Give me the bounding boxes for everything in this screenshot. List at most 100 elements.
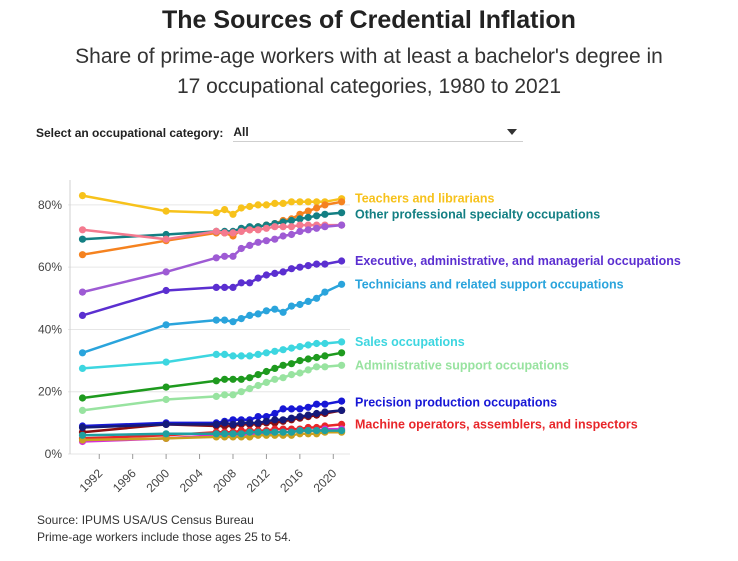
line-label-sales-occupations: Sales occupations — [355, 335, 465, 349]
data-point-purple-occupations — [254, 238, 262, 246]
data-point-navy-occupations — [78, 423, 87, 432]
data-point-pink-occupations — [237, 227, 245, 235]
data-point-sales-occupations — [287, 344, 296, 352]
data-point-technicians-and-related-support-occupations — [304, 297, 312, 305]
x-tick-label: 1996 — [110, 466, 139, 495]
data-point-teachers-and-librarians — [78, 192, 87, 200]
data-point-teachers-and-librarians — [271, 199, 279, 207]
data-point-teal-occupations — [271, 428, 279, 436]
data-point-precision-production-occupations — [321, 400, 329, 408]
data-point-administrative-support-occupations — [246, 385, 254, 393]
data-point-sales-occupations — [229, 352, 237, 360]
y-tick-label: 80% — [38, 198, 62, 212]
data-point-teal-occupations — [279, 428, 287, 436]
data-point-teal-occupations — [254, 428, 262, 436]
y-tick-label: 0% — [45, 447, 63, 461]
data-point-pink-occupations — [246, 226, 254, 234]
chevron-down-icon[interactable] — [507, 129, 518, 135]
data-point-precision-production-occupations — [287, 405, 296, 413]
data-point-technicians-and-related-support-occupations — [221, 316, 229, 324]
data-point-purple-occupations — [296, 227, 304, 235]
data-point-executive-administrative-and-managerial-occupations — [262, 271, 270, 279]
category-dropdown-value: All — [233, 125, 249, 139]
data-point-navy-occupations — [313, 409, 321, 418]
data-point-other-professional-specialty-occupations — [338, 209, 346, 217]
data-point-teachers-and-librarians — [229, 210, 237, 218]
data-point-teachers-and-librarians — [304, 198, 312, 206]
data-point-purple-occupations — [304, 226, 312, 234]
data-point-pink-occupations — [212, 227, 220, 235]
data-point-teachers-and-librarians — [162, 207, 170, 215]
data-point-navy-occupations — [237, 419, 245, 427]
data-point-administrative-support-occupations — [78, 406, 87, 414]
line-label-administrative-support-occupations: Administrative support occupations — [355, 358, 569, 372]
data-point-executive-administrative-and-managerial-occupations — [287, 265, 296, 273]
data-point-teal-occupations — [237, 430, 245, 438]
data-point-teal-occupations — [296, 427, 304, 435]
data-point-teal-occupations — [304, 427, 312, 435]
data-point-navy-occupations — [262, 417, 270, 425]
data-point-executive-administrative-and-managerial-occupations — [304, 262, 312, 270]
data-point-orange-occupations — [338, 198, 346, 206]
data-point-teachers-and-librarians — [237, 204, 245, 212]
data-point-technicians-and-related-support-occupations — [313, 294, 321, 302]
data-point-pink-occupations — [271, 223, 279, 231]
data-point-navy-occupations — [338, 406, 346, 414]
data-point-purple-occupations — [279, 232, 287, 240]
data-point-dark-green-occupations — [212, 377, 220, 385]
data-point-precision-production-occupations — [313, 400, 321, 408]
line-label-precision-production-occupations: Precision production occupations — [355, 396, 557, 410]
data-point-technicians-and-related-support-occupations — [78, 349, 87, 357]
data-point-purple-occupations — [162, 268, 170, 276]
data-point-navy-occupations — [254, 419, 262, 427]
data-point-teal-occupations — [78, 431, 87, 439]
data-point-sales-occupations — [254, 350, 262, 358]
data-point-pink-occupations — [279, 223, 287, 231]
data-point-sales-occupations — [246, 352, 254, 360]
subtitle-line-1: Share of prime-age workers with at least… — [75, 45, 663, 68]
data-point-dark-green-occupations — [287, 360, 296, 368]
data-point-teachers-and-librarians — [246, 202, 254, 211]
data-point-other-professional-specialty-occupations — [296, 215, 304, 223]
data-point-executive-administrative-and-managerial-occupations — [162, 286, 170, 295]
data-point-pink-occupations — [287, 223, 296, 231]
x-tick-label: 2012 — [244, 466, 273, 495]
data-point-sales-occupations — [296, 343, 304, 351]
data-point-administrative-support-occupations — [296, 369, 304, 377]
data-point-administrative-support-occupations — [212, 392, 220, 400]
data-point-teal-occupations — [229, 430, 237, 438]
x-tick-label: 1992 — [77, 466, 106, 495]
data-point-administrative-support-occupations — [321, 363, 329, 371]
data-point-purple-occupations — [262, 237, 270, 245]
data-point-purple-occupations — [321, 223, 329, 231]
data-point-pink-occupations — [254, 226, 262, 234]
data-point-executive-administrative-and-managerial-occupations — [221, 283, 229, 291]
data-point-dark-green-occupations — [254, 371, 262, 379]
data-point-technicians-and-related-support-occupations — [237, 315, 245, 323]
data-point-pink-occupations — [296, 221, 304, 229]
data-point-precision-production-occupations — [279, 405, 287, 413]
data-point-navy-occupations — [321, 408, 329, 416]
line-label-executive-administrative-and-managerial-occupations: Executive, administrative, and manageria… — [355, 254, 681, 268]
data-point-navy-occupations — [246, 419, 254, 427]
data-point-other-professional-specialty-occupations — [287, 216, 296, 225]
data-point-sales-occupations — [279, 346, 287, 354]
data-point-purple-occupations — [78, 288, 87, 296]
data-point-technicians-and-related-support-occupations — [262, 307, 270, 315]
data-point-orange-occupations — [313, 204, 321, 212]
data-point-dark-green-occupations — [246, 374, 254, 382]
data-point-purple-occupations — [221, 252, 229, 260]
data-point-technicians-and-related-support-occupations — [279, 308, 287, 316]
category-dropdown[interactable]: All — [233, 123, 524, 142]
data-point-administrative-support-occupations — [221, 391, 229, 399]
data-point-sales-occupations — [313, 339, 321, 348]
data-point-executive-administrative-and-managerial-occupations — [321, 260, 329, 268]
data-point-navy-occupations — [287, 414, 296, 422]
data-point-orange-occupations — [321, 201, 329, 209]
data-point-navy-occupations — [229, 420, 237, 428]
data-point-purple-occupations — [287, 230, 296, 239]
data-point-teal-occupations — [287, 428, 296, 436]
y-tick-label: 60% — [38, 260, 62, 274]
data-point-dark-green-occupations — [338, 349, 346, 357]
data-point-administrative-support-occupations — [313, 363, 321, 371]
